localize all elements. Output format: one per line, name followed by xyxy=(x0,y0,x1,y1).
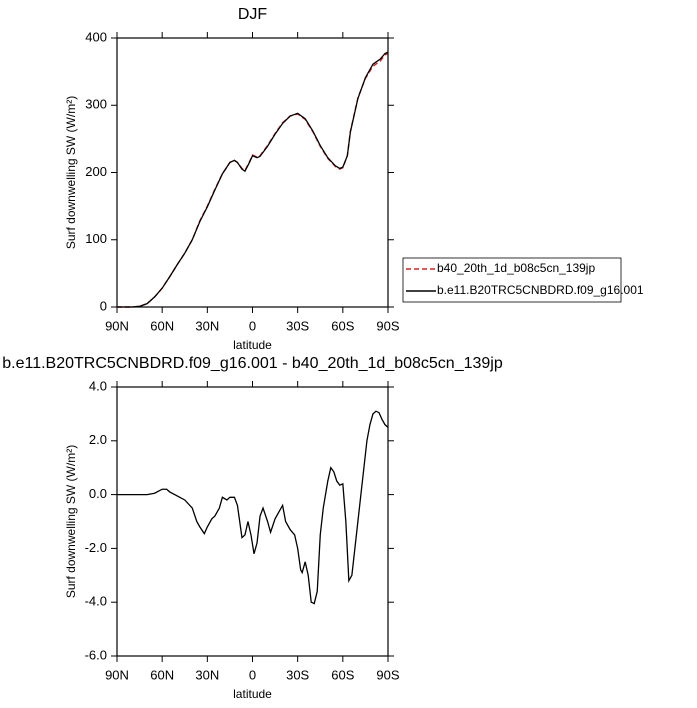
series-line xyxy=(117,410,389,605)
y-tick-label: -4.0 xyxy=(85,594,107,609)
series-line xyxy=(117,52,389,308)
x-tick-label: 0 xyxy=(249,318,256,333)
x-tick-label: 60N xyxy=(150,667,174,682)
y-tick-label: -6.0 xyxy=(85,647,107,662)
legend-box xyxy=(402,257,622,303)
x-tick-label: 90N xyxy=(105,318,129,333)
plot-frame xyxy=(116,386,389,657)
x-axis-label: latitude xyxy=(233,338,272,352)
x-tick-label: 0 xyxy=(249,667,256,682)
y-tick-label: 100 xyxy=(85,231,107,246)
x-axis-label: latitude xyxy=(233,687,272,701)
y-tick-label: 0.0 xyxy=(89,486,107,501)
x-tick-label: 30N xyxy=(195,667,219,682)
x-tick-label: 90S xyxy=(376,667,399,682)
x-tick-label: 30S xyxy=(286,318,309,333)
y-tick-label: 0 xyxy=(100,298,107,313)
y-tick-label: 200 xyxy=(85,164,107,179)
plot-frame xyxy=(116,37,389,308)
y-tick-label: -2.0 xyxy=(85,540,107,555)
y-tick-label: 400 xyxy=(85,29,107,44)
x-tick-label: 60S xyxy=(331,318,354,333)
x-tick-label: 30N xyxy=(195,318,219,333)
y-tick-label: 2.0 xyxy=(89,432,107,447)
x-tick-label: 30S xyxy=(286,667,309,682)
x-tick-label: 60S xyxy=(331,667,354,682)
chart-title: DJF xyxy=(238,6,268,23)
chart-title: b.e11.B20TRC5CNBDRD.f09_g16.001 - b40_20… xyxy=(2,355,503,372)
legend-label: b40_20th_1d_b08c5cn_139jp xyxy=(437,261,595,275)
y-axis-label: Surf downwelling SW (W/m²) xyxy=(64,96,78,249)
x-tick-label: 90N xyxy=(105,667,129,682)
y-axis-label: Surf downwelling SW (W/m²) xyxy=(64,445,78,598)
x-tick-label: 90S xyxy=(376,318,399,333)
y-tick-label: 4.0 xyxy=(89,378,107,393)
x-tick-label: 60N xyxy=(150,318,174,333)
y-tick-label: 300 xyxy=(85,97,107,112)
series-line xyxy=(117,51,389,308)
legend-label: b.e11.B20TRC5CNBDRD.f09_g16.001 xyxy=(437,283,644,297)
